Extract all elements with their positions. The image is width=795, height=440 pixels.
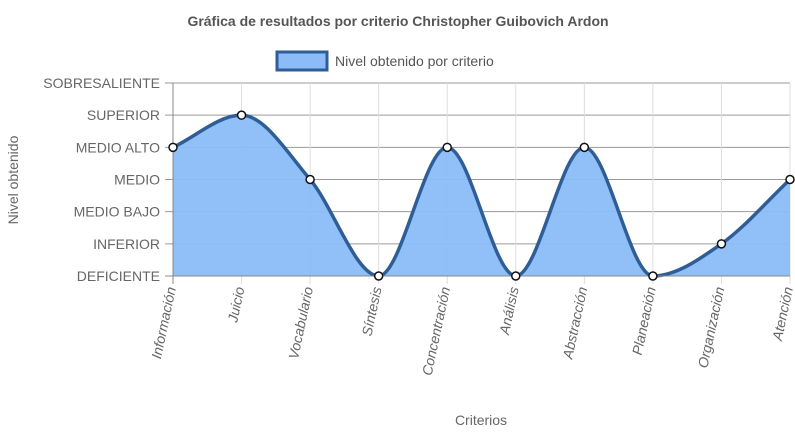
data-point[interactable] [305, 174, 315, 185]
data-point[interactable] [236, 110, 247, 120]
legend[interactable]: Nivel obtenido por criterio [275, 50, 494, 72]
data-point[interactable] [785, 174, 795, 185]
x-tick-label: Información [148, 285, 179, 360]
x-tick-label: Vocabulario [285, 285, 316, 360]
x-tick-label: Organización [695, 285, 728, 369]
data-point[interactable] [168, 142, 178, 153]
y-tick-label: MEDIO BAJO [74, 204, 160, 220]
data-point[interactable] [579, 142, 590, 153]
x-axis-label: Criterios [455, 412, 507, 428]
series-area [173, 115, 790, 277]
legend-label: Nivel obtenido por criterio [335, 53, 494, 69]
data-points[interactable] [168, 110, 795, 281]
y-tick-label: MEDIO [114, 172, 160, 188]
x-tick-label: Atención [769, 285, 795, 343]
y-tick-label: INFERIOR [93, 236, 160, 252]
y-tick-label: DEFICIENTE [77, 268, 160, 284]
legend-swatch [275, 50, 329, 72]
x-tick-label: Planeación [629, 285, 659, 356]
x-tick-label: Juicio [224, 285, 247, 325]
x-tick-labels: Información Juicio Vocabulario Síntesis Conc… [148, 285, 795, 377]
data-point[interactable] [442, 142, 452, 153]
series-line [172, 113, 792, 278]
x-tick-label: Abstracción [559, 285, 590, 361]
y-axis-label: Nivel obtenido [5, 135, 21, 224]
data-point[interactable] [648, 271, 658, 281]
data-point[interactable] [511, 271, 521, 281]
y-tick-label: MEDIO ALTO [76, 139, 160, 155]
x-tick-label: Concentración [419, 285, 453, 377]
y-tick-labels: DEFICIENTE INFERIOR MEDIO BAJO MEDIO MEDIO A… [43, 75, 160, 284]
data-point[interactable] [716, 239, 727, 249]
axes [165, 83, 790, 284]
x-tick-label: Síntesis [359, 285, 385, 337]
y-tick-label: SUPERIOR [87, 107, 160, 123]
y-tick-label: SOBRESALIENTE [43, 75, 160, 91]
x-tick-label: Análisis [496, 285, 522, 337]
area-layer [172, 113, 792, 278]
chart-title: Gráfica de resultados por criterio Chris… [187, 13, 608, 29]
data-point[interactable] [373, 271, 384, 281]
